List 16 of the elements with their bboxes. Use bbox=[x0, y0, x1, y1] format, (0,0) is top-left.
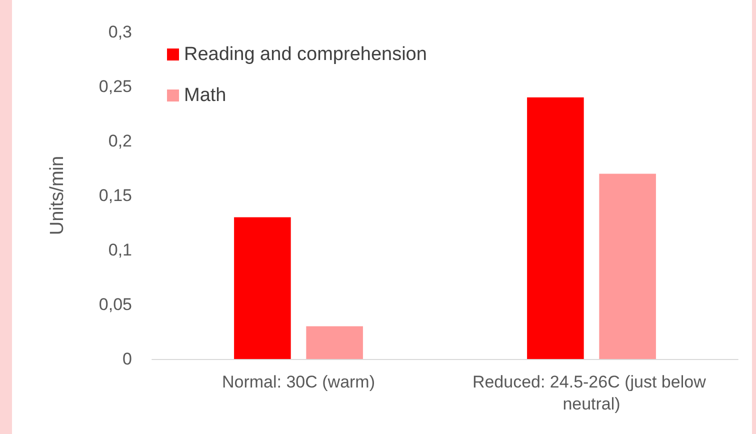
bar bbox=[599, 174, 656, 359]
bar bbox=[306, 326, 363, 359]
x-tick-label: Normal: 30C (warm) bbox=[222, 372, 376, 392]
y-tick-label: 0 bbox=[122, 350, 132, 368]
legend-label: Reading and comprehension bbox=[184, 44, 427, 65]
y-axis-title: Units/min bbox=[47, 156, 68, 236]
x-tick-label: Reduced: 24.5-26C (just below neutral) bbox=[472, 372, 711, 414]
y-tick-label: 0,15 bbox=[98, 186, 132, 205]
y-tick-label: 0,3 bbox=[108, 22, 132, 42]
y-tick-label: 0,2 bbox=[108, 132, 132, 150]
bar bbox=[234, 217, 291, 359]
bar bbox=[527, 97, 584, 359]
legend-label: Math bbox=[184, 85, 226, 106]
y-tick-label: 0,25 bbox=[98, 77, 132, 96]
y-tick-label: 0,05 bbox=[98, 295, 132, 314]
y-tick-label: 0,1 bbox=[108, 240, 132, 260]
